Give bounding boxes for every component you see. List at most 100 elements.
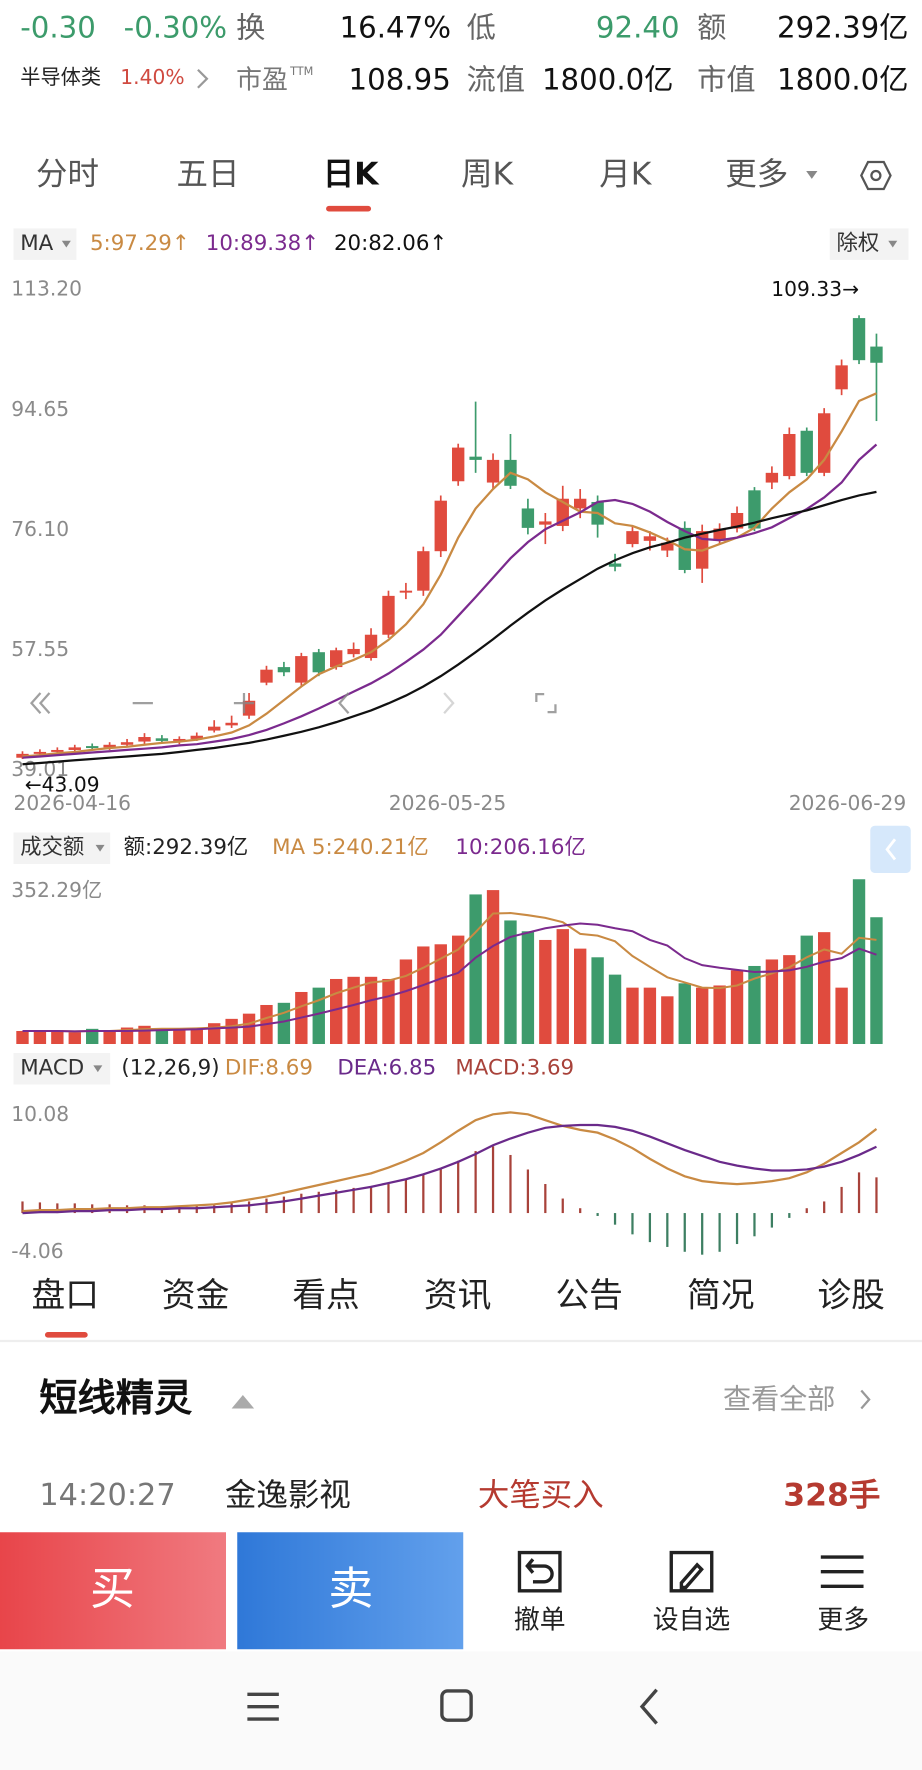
volume-bar: [417, 946, 430, 1045]
info-tab[interactable]: 资讯: [424, 1276, 491, 1315]
y-tick-label: 57.55: [11, 637, 69, 661]
candle-body: [330, 650, 343, 668]
period-tab[interactable]: 更多: [725, 156, 788, 192]
volume-bar: [347, 976, 360, 1045]
volume-bar: [16, 1030, 29, 1045]
zoom-in-icon[interactable]: [233, 693, 255, 714]
candle-body: [295, 656, 308, 683]
volume-label: 成交额: [20, 835, 84, 860]
label: 额: [697, 11, 726, 45]
info-tab[interactable]: 诊股: [817, 1276, 884, 1315]
info-tab[interactable]: 公告: [555, 1276, 622, 1315]
amount: 292.39亿: [777, 11, 908, 45]
volume-bar: [469, 894, 482, 1045]
candle-body: [399, 590, 413, 593]
candle-body: [260, 669, 273, 683]
candle-body: [86, 746, 99, 749]
candle-body: [364, 634, 378, 659]
sell-button[interactable]: [237, 1532, 464, 1650]
more-icon[interactable]: [820, 1555, 864, 1588]
tab-indicator: [326, 205, 372, 212]
candle-body: [417, 551, 430, 591]
candle-body: [783, 433, 796, 477]
low-label: ←43.09: [25, 773, 100, 797]
candle-body: [190, 735, 203, 739]
volume-bar: [364, 976, 378, 1045]
volume-bar: [800, 935, 813, 1045]
volume-bar: [574, 948, 587, 1045]
fullscreen-icon[interactable]: [535, 693, 557, 714]
period-tab[interactable]: 五日: [177, 156, 240, 192]
info-tab[interactable]: 资金: [162, 1276, 229, 1315]
ma-label: MA: [20, 231, 53, 256]
candle-body: [434, 500, 447, 552]
indicator-line: [22, 1111, 878, 1213]
view-all[interactable]: 查看全部: [723, 1383, 835, 1416]
side-tab[interactable]: [870, 825, 911, 874]
volume-bar: [608, 974, 622, 1045]
adjust-selector[interactable]: [829, 228, 909, 260]
nav-back[interactable]: [639, 1688, 658, 1725]
volume-bar: [713, 985, 726, 1045]
volume-bar: [382, 978, 395, 1045]
volume-bar: [870, 917, 883, 1045]
volume-bar: [678, 983, 691, 1045]
volume-bar: [695, 987, 709, 1045]
watch-label: 设自选: [653, 1606, 731, 1636]
indicator-line: [22, 922, 877, 1033]
label: 市值: [697, 62, 755, 96]
period-tab[interactable]: 月K: [599, 156, 652, 192]
info-tab[interactable]: 看点: [292, 1276, 359, 1315]
candle-body: [173, 738, 186, 741]
settings-icon[interactable]: [860, 160, 892, 191]
ma-legend: 20:82.06↑: [334, 231, 447, 256]
volume-bar: [68, 1032, 81, 1045]
volume-bar: [330, 978, 343, 1045]
info-tab[interactable]: 盘口: [31, 1276, 98, 1315]
quantity: 328手: [783, 1477, 880, 1513]
stock-name[interactable]: 金逸影视: [225, 1477, 351, 1513]
volume-bar: [504, 920, 517, 1045]
period-tab[interactable]: 分时: [36, 156, 99, 192]
volume-bar: [33, 1031, 47, 1045]
tab-indicator: [44, 1332, 88, 1338]
y-tick-label: 113.20: [11, 277, 82, 301]
buy-label: 买: [90, 1562, 135, 1615]
next-icon[interactable]: [443, 692, 455, 714]
candle-body: [817, 413, 831, 473]
collapse-icon[interactable]: [231, 1395, 255, 1409]
change-pct: -0.30%: [124, 11, 227, 45]
side-tab-icon: [885, 838, 897, 861]
candle-body: [208, 726, 221, 731]
watch-icon[interactable]: [669, 1550, 714, 1593]
prev-icon[interactable]: [338, 692, 350, 714]
label: 市盈: [236, 65, 288, 95]
sector[interactable]: 半导体类: [20, 65, 101, 89]
volume-bar: [51, 1030, 64, 1045]
volume-bar: [661, 996, 674, 1045]
period-tab[interactable]: 周K: [461, 156, 514, 192]
indicator-selector[interactable]: [13, 832, 111, 865]
section-title: 短线精灵: [39, 1377, 193, 1421]
dropdown-icon: [95, 844, 105, 852]
macd-legend: MACD:3.69: [455, 1056, 574, 1081]
indicator-selector[interactable]: [13, 1053, 111, 1085]
date-label: 2026-04-16: [13, 791, 131, 815]
cancel-icon[interactable]: [517, 1550, 562, 1593]
nav-bar: [0, 1651, 922, 1770]
volume-bar: [765, 959, 779, 1045]
scroll-left-icon[interactable]: [29, 692, 51, 714]
nav-menu[interactable]: [247, 1692, 279, 1721]
info-tab[interactable]: 简况: [687, 1276, 754, 1315]
volume-bar: [521, 931, 535, 1045]
buy-button[interactable]: [0, 1532, 227, 1650]
float: 1800.0亿: [542, 62, 673, 96]
nav-home[interactable]: [440, 1689, 473, 1722]
candle-body: [382, 595, 395, 635]
period-tab[interactable]: 日K: [323, 156, 380, 192]
indicator-line: [22, 490, 877, 766]
indicator-line: [22, 1123, 877, 1215]
volume-bar: [86, 1028, 99, 1045]
volume-bar: [852, 879, 866, 1045]
